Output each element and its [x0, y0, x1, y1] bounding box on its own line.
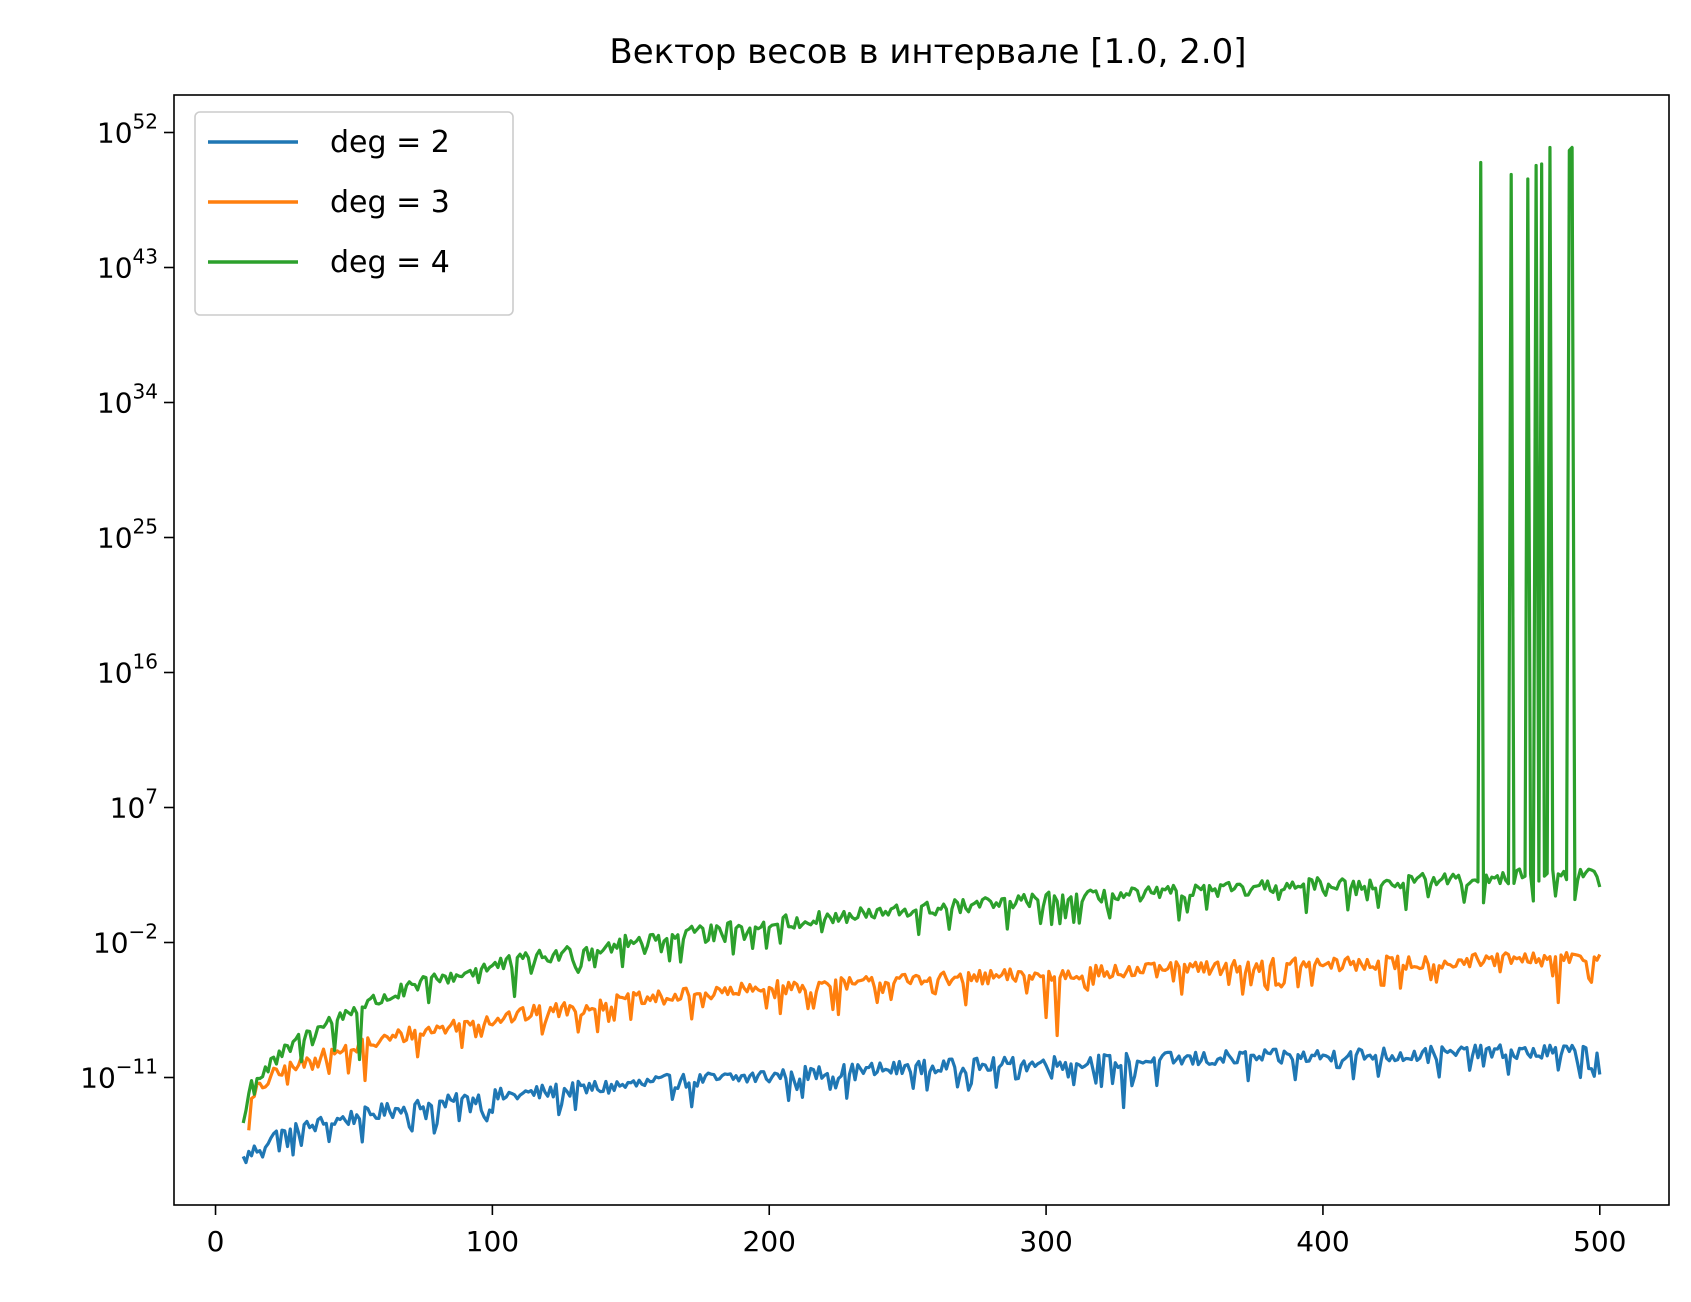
y-tick-label: 10−2 — [93, 920, 158, 960]
chart-title: Вектор весов в интервале [1.0, 2.0] — [609, 32, 1246, 72]
y-tick-base: 10 — [97, 117, 133, 150]
y-tick-exponent: 7 — [145, 785, 158, 809]
legend-box — [194, 111, 514, 316]
y-tick-label: 10−11 — [80, 1055, 158, 1095]
x-tick-label: 300 — [1019, 1225, 1072, 1258]
x-tick-label: 100 — [466, 1225, 519, 1258]
series-line-deg-2 — [241, 1043, 1602, 1165]
y-tick-label: 1025 — [97, 515, 158, 555]
series-line-deg-4 — [241, 145, 1602, 1124]
y-tick-exponent: 34 — [133, 380, 158, 404]
y-tick-exponent: 52 — [133, 110, 158, 134]
plot-area-frame — [173, 94, 1670, 1206]
y-tick-base: 10 — [93, 927, 129, 960]
legend-label: deg = 4 — [330, 245, 450, 280]
y-tick-label: 1016 — [97, 650, 158, 690]
legend-label: deg = 2 — [330, 125, 450, 160]
y-tick-exponent: 25 — [133, 515, 158, 539]
y-tick-base: 10 — [97, 522, 133, 555]
series-layer — [241, 145, 1602, 1165]
y-tick-base: 10 — [110, 792, 146, 825]
y-tick-label: 1043 — [97, 245, 158, 285]
series-line-deg-3 — [247, 950, 1602, 1131]
y-tick-exponent: −2 — [129, 920, 158, 944]
x-tick-label: 200 — [743, 1225, 796, 1258]
y-tick-exponent: −11 — [116, 1055, 158, 1079]
y-tick-label: 1052 — [97, 110, 158, 150]
y-tick-exponent: 43 — [133, 245, 158, 269]
x-axis: 0 100 200 300 400 500 — [207, 1205, 1627, 1258]
y-tick-label: 107 — [110, 785, 158, 825]
y-tick-base: 10 — [97, 387, 133, 420]
y-tick-label: 1034 — [97, 380, 158, 420]
y-tick-base: 10 — [97, 657, 133, 690]
legend: deg = 2 deg = 3 deg = 4 — [194, 111, 514, 316]
legend-label: deg = 3 — [330, 185, 450, 220]
x-tick-label: 0 — [207, 1225, 225, 1258]
y-tick-base: 10 — [97, 252, 133, 285]
y-tick-exponent: 16 — [133, 650, 158, 674]
x-tick-label: 500 — [1573, 1225, 1626, 1258]
x-tick-label: 400 — [1296, 1225, 1349, 1258]
y-tick-base: 10 — [80, 1062, 116, 1095]
